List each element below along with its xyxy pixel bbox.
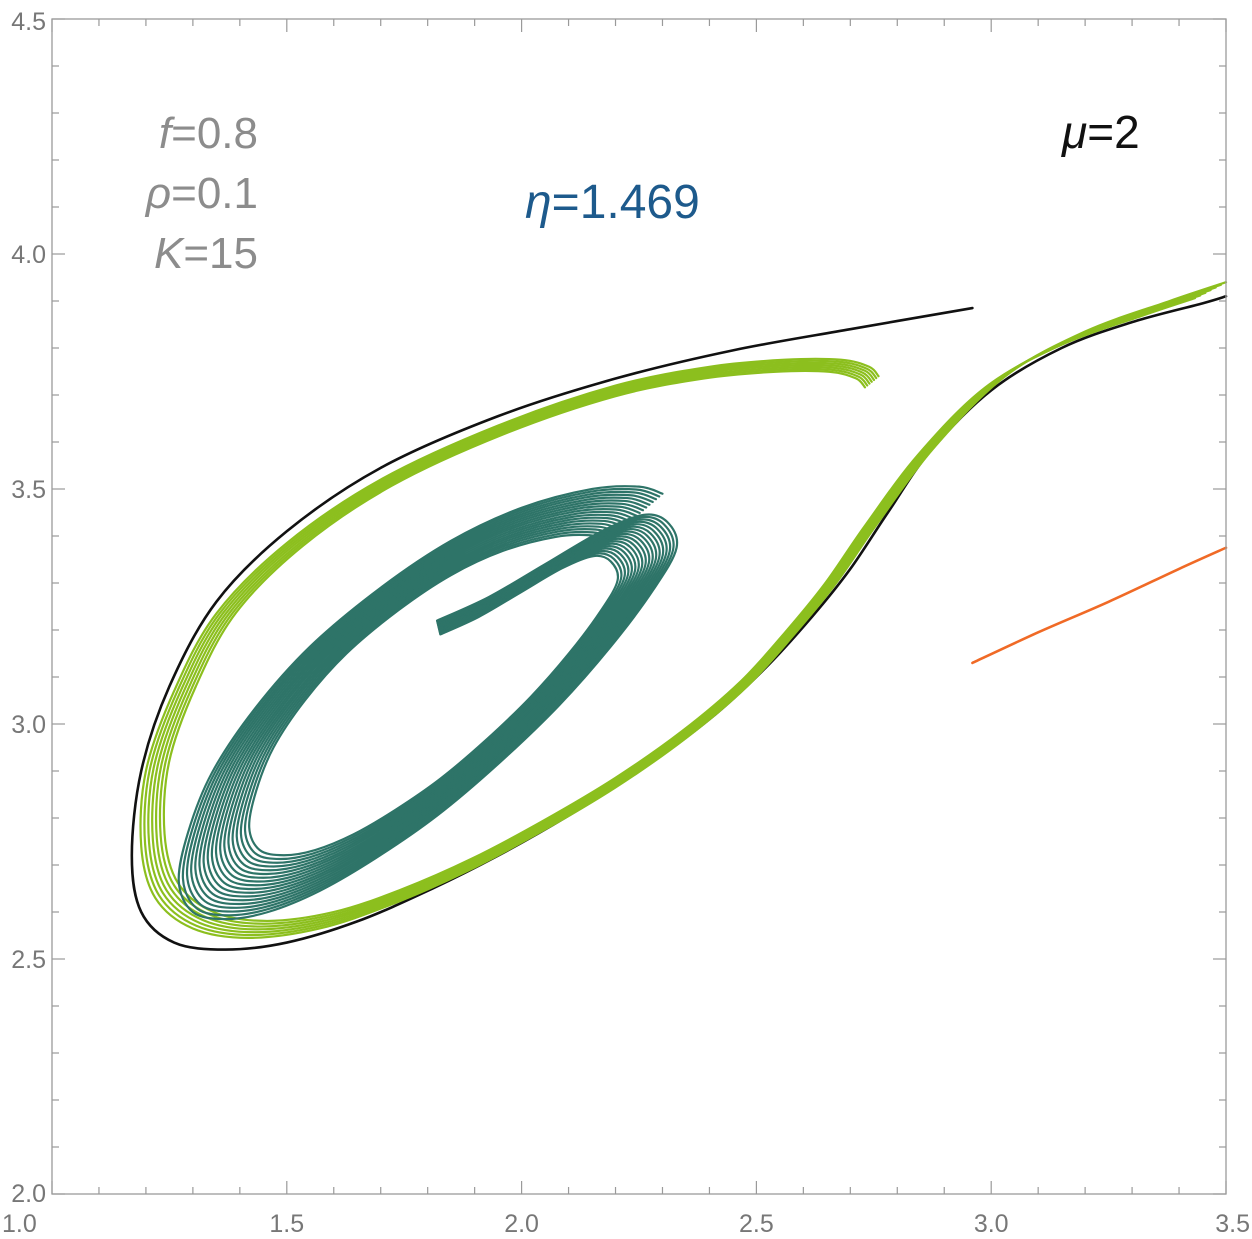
- series-line: [147, 286, 1217, 934]
- series-line: [235, 525, 630, 868]
- annotation-k: K=15: [154, 229, 258, 278]
- y-tick-label: 3.0: [11, 711, 46, 739]
- series-line: [202, 502, 658, 898]
- series-orange-branch: [971, 546, 1228, 665]
- series-line: [143, 283, 1222, 937]
- series-line: [243, 530, 623, 861]
- annotation-rho: ρ=0.1: [144, 169, 258, 218]
- series-line: [190, 493, 668, 909]
- series-line: [162, 296, 1197, 923]
- series-line: [206, 505, 654, 894]
- series-line: [223, 516, 640, 879]
- series-orbit-inner: [177, 485, 679, 921]
- series-line: [971, 546, 1228, 665]
- x-tick-label: 1.5: [269, 1210, 304, 1238]
- series-line: [158, 294, 1202, 925]
- x-tick-label: 2.5: [739, 1210, 774, 1238]
- series-line: [177, 485, 679, 921]
- series-line: [151, 289, 1212, 931]
- series-line: [231, 522, 633, 872]
- series-line: [227, 519, 637, 876]
- series-line: [219, 513, 644, 883]
- plot-frame: [51, 18, 1227, 1195]
- series-line: [214, 510, 647, 887]
- y-tick-label: 4.5: [11, 8, 46, 36]
- series-line: [181, 487, 675, 917]
- y-tick-label: 3.5: [11, 476, 46, 504]
- series-line: [154, 291, 1207, 928]
- annotation-f: f=0.8: [159, 109, 258, 158]
- annotation-eta: η=1.469: [525, 176, 700, 229]
- series-line: [194, 496, 665, 906]
- series-line: [198, 499, 661, 902]
- y-tick-label: 2.0: [11, 1180, 46, 1208]
- x-tick-label: 1.0: [2, 1210, 37, 1238]
- series-line: [185, 490, 672, 913]
- series-line: [239, 528, 626, 864]
- series-line: [210, 507, 651, 891]
- x-tick-label: 3.5: [1215, 1210, 1250, 1238]
- x-tick-label: 2.0: [504, 1210, 539, 1238]
- series-orbit-outer: [139, 281, 1228, 939]
- series-line: [248, 533, 620, 857]
- annotation-mu: μ=2: [1061, 106, 1140, 158]
- y-tick-label: 2.5: [11, 946, 46, 974]
- x-tick-label: 3.0: [974, 1210, 1009, 1238]
- series-layer: [130, 281, 1228, 951]
- series-line: [139, 281, 1228, 939]
- tick-label-layer: 1.0 1.5 2.0 2.5 3.0 3.5 2.0 2.5 3.0 3.5 4.0 4.5: [2, 8, 1250, 1238]
- y-tick-label: 4.0: [11, 241, 46, 269]
